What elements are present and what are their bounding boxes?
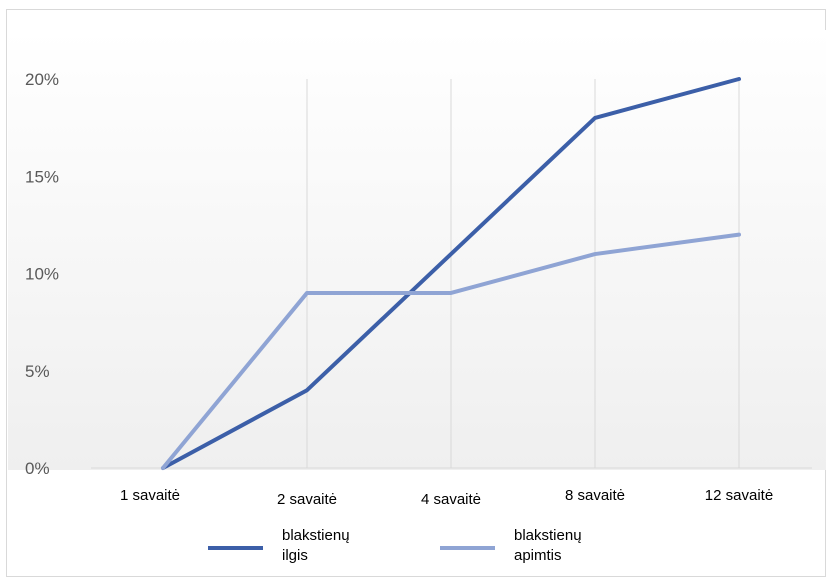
legend-item-1: blakstienų ilgis [208,527,350,564]
legend-label: blakstienų apimtis [514,527,582,564]
chart-frame: 0% 5% 10% 15% 20% 1 savaitė 2 savaitė 4 savait… [6,9,826,577]
gridlines [306,79,740,468]
y-tick-label: 20% [25,70,59,89]
plot-area-background [8,30,826,470]
legend-item-2: blakstienų apimtis [440,527,582,564]
y-tick-label: 5% [25,362,50,381]
y-axis-ticks: 0% 5% 10% 15% 20% [25,70,59,478]
series-lines [161,77,741,470]
y-tick-label: 15% [25,167,59,186]
legend-label: blakstienų ilgis [282,527,350,564]
x-axis-ticks: 1 savaitė 2 savaitė 4 savaitė 8 savaitė 12 s… [120,487,773,508]
x-tick-label: 8 savaitė [565,487,625,504]
y-tick-label: 10% [25,265,59,284]
legend: blakstienų ilgis blakstienų apimtis [208,527,582,564]
x-tick-label: 4 savaitė [421,491,481,508]
line-chart: 0% 5% 10% 15% 20% 1 savaitė 2 savaitė 4 savait… [8,30,826,564]
x-tick-label: 12 savaitė [705,487,773,504]
x-tick-label: 1 savaitė [120,487,180,504]
y-tick-label: 0% [25,459,50,478]
x-tick-label: 2 savaitė [277,491,337,508]
